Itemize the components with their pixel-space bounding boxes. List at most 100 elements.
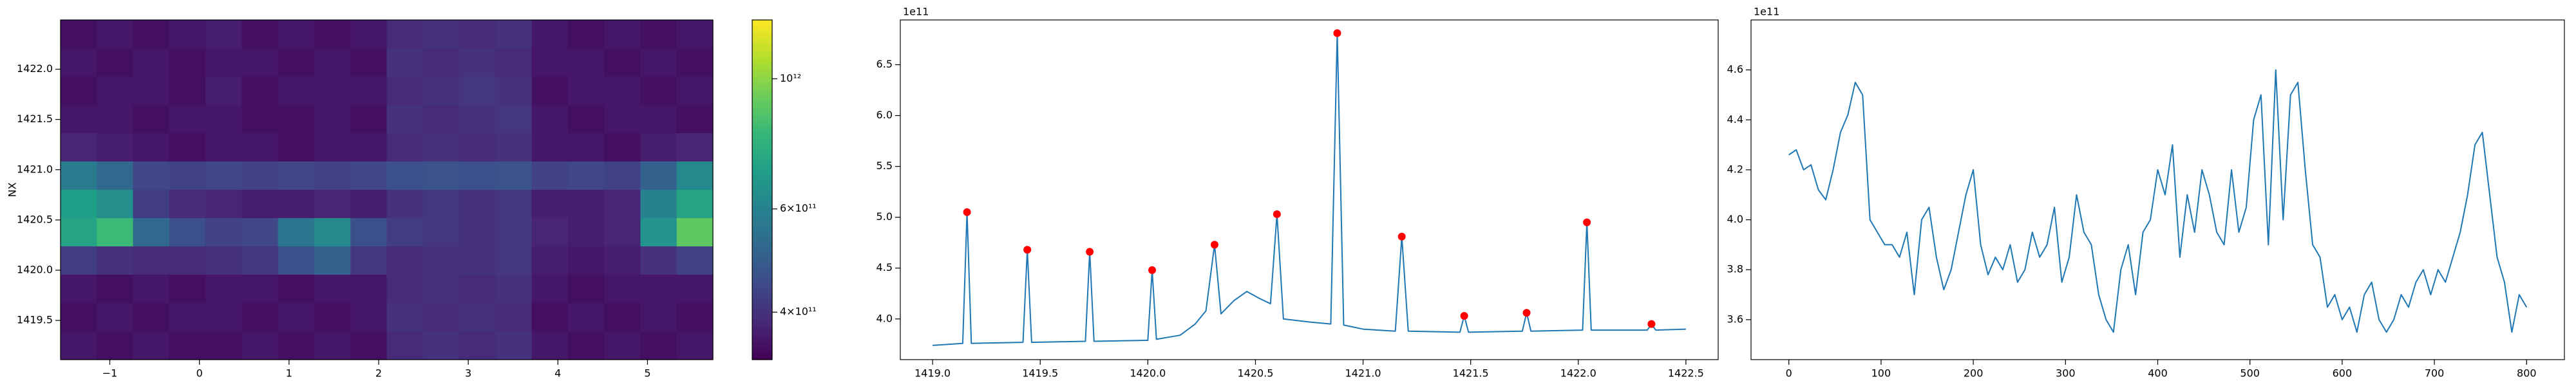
heatmap-cell bbox=[133, 275, 170, 304]
y-tick-label: 3.8 bbox=[1727, 263, 1743, 275]
colorbar-swatch bbox=[752, 336, 772, 340]
colorbar-swatch bbox=[752, 91, 772, 94]
heatmap-cell bbox=[422, 105, 460, 134]
heatmap-cell bbox=[676, 303, 714, 332]
heatmap-cell bbox=[350, 218, 388, 247]
x-tick-label: 500 bbox=[2240, 367, 2260, 380]
colorbar-swatch bbox=[752, 326, 772, 329]
colorbar-tick-label: 10¹² bbox=[780, 72, 801, 84]
heatmap-cell bbox=[97, 20, 134, 49]
colorbar-swatch bbox=[752, 181, 772, 185]
heatmap-cell bbox=[531, 303, 569, 332]
colorbar-swatch bbox=[752, 39, 772, 43]
heatmap-cell bbox=[604, 331, 641, 360]
heatmap-cell bbox=[350, 48, 388, 77]
colorbar-swatch bbox=[752, 261, 772, 264]
heatmap-cell bbox=[604, 20, 641, 49]
heatmap-cell bbox=[278, 303, 315, 332]
colorbar-swatch bbox=[752, 62, 772, 66]
heatmap-cell bbox=[314, 331, 351, 360]
colorbar-swatch bbox=[752, 130, 772, 134]
x-tick-label: 700 bbox=[2425, 367, 2445, 380]
heatmap-cell bbox=[133, 48, 170, 77]
y-tick-label: 1422.0 bbox=[17, 62, 53, 75]
heatmap-cell bbox=[640, 77, 677, 106]
peak-marker bbox=[1210, 241, 1218, 249]
colorbar-swatch bbox=[752, 73, 772, 77]
heatmap-cell bbox=[640, 20, 677, 49]
heatmap-cell bbox=[97, 133, 134, 162]
peak-marker bbox=[963, 208, 971, 216]
colorbar-swatch bbox=[752, 303, 772, 306]
heatmap-cell bbox=[459, 303, 496, 332]
heatmap-cell bbox=[531, 20, 569, 49]
y-tick-label: 1420.5 bbox=[17, 213, 53, 225]
y-axis-label: NX bbox=[6, 183, 19, 198]
heatmap-cell bbox=[459, 77, 496, 106]
colorbar-swatch bbox=[752, 107, 772, 111]
heatmap-cell bbox=[676, 48, 714, 77]
heatmap-cell bbox=[278, 190, 315, 219]
heatmap-cell bbox=[205, 303, 242, 332]
heatmap-cell bbox=[676, 218, 714, 247]
x-tick-label: 300 bbox=[2056, 367, 2076, 380]
colorbar-swatch bbox=[752, 79, 772, 83]
y-tick-label: 6.0 bbox=[876, 109, 893, 121]
colorbar-swatch bbox=[752, 297, 772, 301]
x-tick-label: 400 bbox=[2148, 367, 2168, 380]
heatmap-cell bbox=[495, 331, 533, 360]
colorbar-swatch bbox=[752, 25, 772, 29]
heatmap-cell bbox=[61, 275, 97, 304]
y-tick-label: 4.0 bbox=[1727, 213, 1743, 225]
colorbar-swatch bbox=[752, 252, 772, 255]
heatmap-cell bbox=[531, 161, 569, 190]
colorbar-swatch bbox=[752, 300, 772, 304]
heatmap-cell bbox=[169, 190, 206, 219]
peak-marker bbox=[1647, 320, 1656, 328]
colorbar-swatch bbox=[752, 167, 772, 170]
heatmap-cell bbox=[604, 303, 641, 332]
heatmap-cell bbox=[205, 133, 242, 162]
x-tick-label: 0 bbox=[196, 367, 203, 380]
colorbar-swatch bbox=[752, 42, 772, 46]
heatmap-cell bbox=[422, 275, 460, 304]
peak-marker bbox=[1273, 210, 1281, 218]
heatmap-cell bbox=[350, 246, 388, 275]
peak-marker bbox=[1397, 232, 1406, 241]
heatmap-cell bbox=[169, 161, 206, 190]
colorbar-swatch bbox=[752, 142, 772, 145]
colorbar-swatch bbox=[752, 158, 772, 162]
x-tick-label: 1421.0 bbox=[1345, 367, 1381, 380]
heatmap-cell bbox=[205, 77, 242, 106]
heatmap-cell bbox=[495, 20, 533, 49]
axes-frame bbox=[900, 19, 1719, 360]
heatmap-cell bbox=[242, 303, 279, 332]
heatmap-cell bbox=[567, 275, 605, 304]
colorbar-swatch bbox=[752, 266, 772, 270]
colorbar-swatch bbox=[752, 271, 772, 275]
colorbar-swatch bbox=[752, 289, 772, 292]
colorbar-swatch bbox=[752, 53, 772, 57]
heatmap-cell bbox=[278, 133, 315, 162]
heatmap-cell bbox=[133, 331, 170, 360]
colorbar-swatch bbox=[752, 68, 772, 71]
colorbar-swatch bbox=[752, 113, 772, 117]
heatmap-cell bbox=[459, 275, 496, 304]
heatmap-cell bbox=[169, 218, 206, 247]
colorbar-swatch bbox=[752, 127, 772, 131]
heatmap-cell bbox=[205, 246, 242, 275]
x-tick-label: 2 bbox=[375, 367, 382, 380]
colorbar-frame bbox=[752, 19, 773, 360]
heatmap-cell bbox=[459, 218, 496, 247]
heatmap-cell bbox=[278, 48, 315, 77]
colorbar-swatch bbox=[752, 124, 772, 128]
colorbar-swatch bbox=[752, 356, 772, 360]
heatmap-cell bbox=[314, 77, 351, 106]
heatmap-cell bbox=[676, 190, 714, 219]
heatmap-cell bbox=[169, 331, 206, 360]
heatmap-cell bbox=[242, 20, 279, 49]
heatmap-cell bbox=[386, 246, 424, 275]
heatmap-cell bbox=[640, 218, 677, 247]
heatmap-cell bbox=[169, 303, 206, 332]
